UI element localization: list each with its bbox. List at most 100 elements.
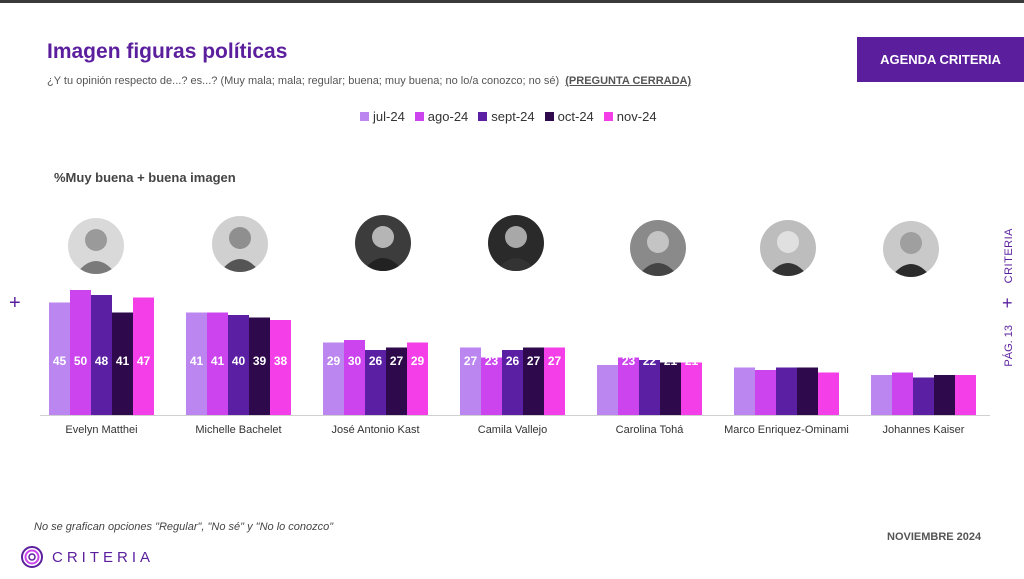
legend-swatch: [360, 112, 369, 121]
bar: [681, 362, 702, 415]
page-title: Imagen figuras políticas: [47, 40, 288, 63]
bar-value-label: 23: [622, 354, 636, 368]
bar-value-label: 19: [738, 354, 752, 368]
legend-item-sept-24: sept-24: [478, 109, 535, 124]
question-type-tag: (PREGUNTA CERRADA): [565, 75, 692, 87]
bar: [639, 360, 660, 415]
bar-value-label: 26: [369, 354, 383, 368]
avatar-carolina-toha: [630, 220, 686, 276]
bar-value-label: 29: [411, 354, 425, 368]
bar-value-label: 29: [327, 354, 341, 368]
category-label: Marco Enriquez-Ominami: [724, 424, 849, 436]
avatar-camila-vallejo: [488, 215, 544, 271]
bar-value-label: 16: [938, 354, 952, 368]
bar: [818, 372, 839, 415]
bar-value-label: 17: [822, 354, 836, 368]
legend-label: ago-24: [427, 109, 469, 124]
bar: [112, 312, 133, 415]
bar: [776, 367, 797, 415]
bar: [70, 290, 91, 415]
agenda-criteria-badge: AGENDA CRITERIA: [857, 37, 1024, 82]
bar: [91, 295, 112, 415]
bar-value-label: 19: [801, 354, 815, 368]
bar-value-label: 50: [74, 354, 88, 368]
bar: [913, 377, 934, 415]
avatar-johannes-kaiser: [883, 221, 939, 277]
bar-value-label: 27: [464, 354, 478, 368]
bar: [49, 302, 70, 415]
bar-value-label: 22: [643, 354, 657, 368]
bar: [133, 297, 154, 415]
chart-legend: jul-24 ago-24 sept-24 oct-24 nov-24: [360, 109, 657, 124]
bar-value-label: 20: [601, 354, 615, 368]
bar-value-label: 15: [917, 354, 931, 368]
bar-value-label: 45: [53, 354, 67, 368]
bar-value-label: 41: [190, 354, 204, 368]
top-border: [0, 0, 1024, 3]
category-label: Michelle Bachelet: [195, 424, 281, 436]
bar: [186, 312, 207, 415]
bar-value-label: 16: [875, 354, 889, 368]
bar: [618, 357, 639, 415]
footnote: No se grafican opciones "Regular", "No s…: [34, 521, 334, 533]
category-label: José Antonio Kast: [331, 424, 419, 436]
bar: [734, 367, 755, 415]
bar: [407, 342, 428, 415]
bar-value-label: 30: [348, 354, 362, 368]
avatar-jose-antonio-kast: [355, 215, 411, 271]
bar: [660, 362, 681, 415]
legend-item-nov-24: nov-24: [603, 109, 657, 124]
bar: [481, 357, 502, 415]
bar: [955, 375, 976, 415]
legend-label: sept-24: [491, 109, 535, 124]
legend-swatch: [544, 112, 554, 121]
bar: [871, 375, 892, 415]
logo-text: CRITERIA: [52, 548, 155, 566]
bar-value-label: 41: [116, 354, 130, 368]
category-label: Camila Vallejo: [478, 424, 548, 436]
criteria-logo: CRITERIA: [20, 545, 154, 569]
bar-value-label: 21: [664, 354, 678, 368]
avatar-marco-enriquez-ominami: [760, 220, 816, 276]
metric-label: %Muy buena + buena imagen: [54, 170, 236, 185]
bar: [228, 315, 249, 415]
question-text: ¿Y tu opinión respecto de...? es...? (Mu…: [47, 75, 560, 87]
avatar-michelle-bachelet: [212, 216, 268, 272]
legend-swatch: [478, 112, 488, 121]
legend-item-ago-24: ago-24: [414, 109, 469, 124]
bar-value-label: 19: [780, 354, 794, 368]
legend-label: oct-24: [557, 109, 594, 124]
bar-value-label: 27: [527, 354, 541, 368]
bar: [344, 340, 365, 415]
bar-value-label: 41: [211, 354, 225, 368]
bar: [249, 317, 270, 415]
bar-value-label: 47: [137, 354, 151, 368]
bar-value-label: 27: [548, 354, 562, 368]
bar: [755, 370, 776, 415]
bar-value-label: 26: [506, 354, 520, 368]
bar: [892, 372, 913, 415]
legend-label: nov-24: [616, 109, 657, 124]
bar: [797, 367, 818, 415]
bar: [460, 347, 481, 415]
bar-value-label: 48: [95, 354, 109, 368]
plus-icon: +: [9, 292, 21, 314]
bar-value-label: 23: [485, 354, 499, 368]
bar: [597, 365, 618, 415]
bar-value-label: 38: [274, 354, 288, 368]
bar-value-label: 17: [896, 354, 910, 368]
question-subtitle: ¿Y tu opinión respecto de...? es...? (Mu…: [47, 75, 691, 87]
bar-value-label: 39: [253, 354, 267, 368]
legend-swatch: [603, 112, 613, 121]
category-label: Johannes Kaiser: [883, 424, 965, 436]
legend-item-oct-24: oct-24: [544, 109, 594, 124]
side-plus-icon: +: [1002, 293, 1013, 313]
bar: [270, 320, 291, 415]
category-label: Evelyn Matthei: [65, 424, 137, 436]
bar-value-label: 16: [959, 354, 973, 368]
legend-swatch: [414, 112, 424, 121]
bar: [544, 347, 565, 415]
bar-value-label: 21: [685, 354, 699, 368]
bar: [523, 347, 544, 415]
